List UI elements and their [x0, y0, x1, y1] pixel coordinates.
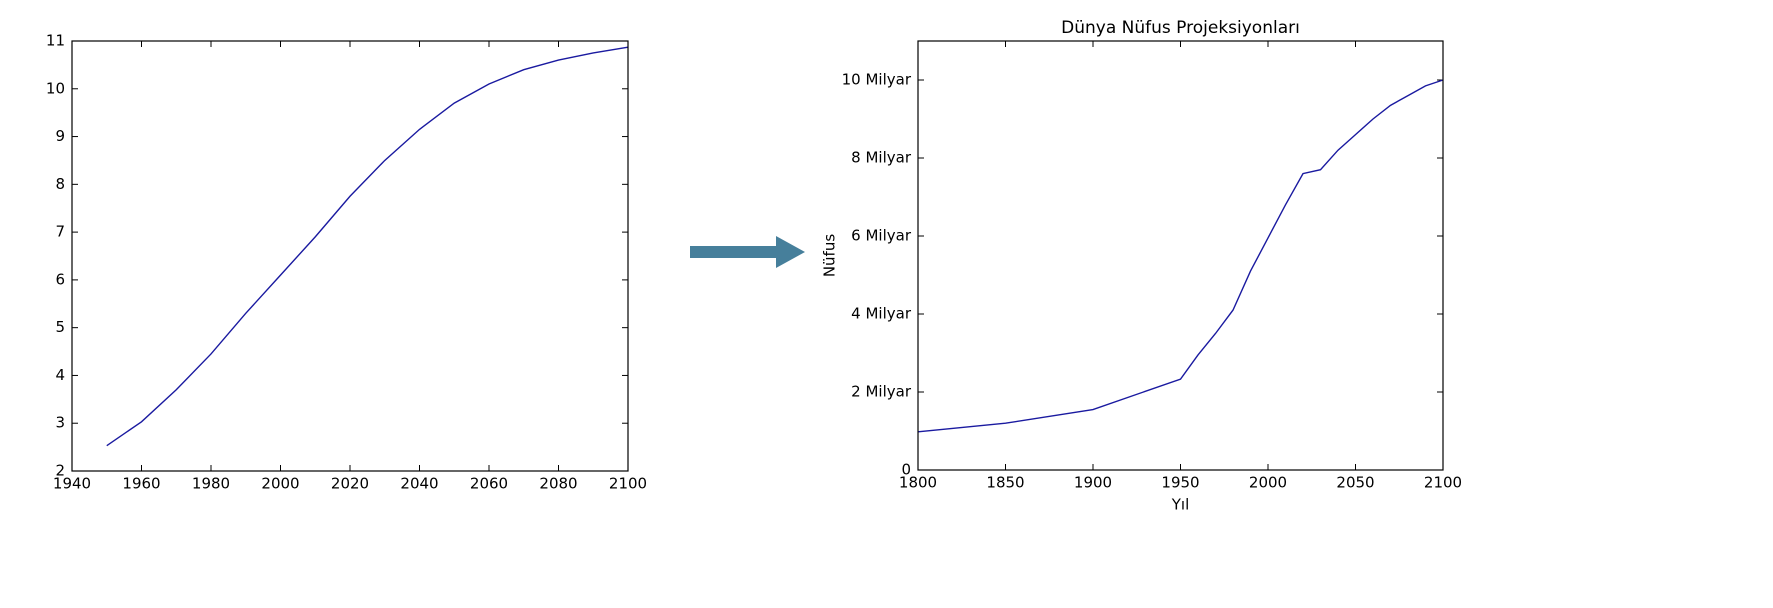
x-tick-label: 1980: [192, 475, 230, 493]
y-tick-label: 10: [46, 79, 65, 97]
arrow-shaft: [690, 246, 778, 258]
chart-title: Dünya Nüfus Projeksiyonları: [1061, 18, 1300, 38]
x-tick-label: 1900: [1074, 474, 1112, 492]
y-tick-label: 8: [55, 175, 65, 193]
data-line: [917, 79, 1444, 433]
x-tick-label: 1850: [986, 474, 1024, 492]
x-axis-label: Yıl: [1171, 496, 1190, 514]
x-tick-label: 1800: [899, 474, 937, 492]
x-tick-label: 2080: [539, 475, 577, 493]
y-tick-label: 5: [55, 318, 65, 336]
x-tick-label: 1940: [53, 475, 91, 493]
x-tick-label: 2040: [400, 475, 438, 493]
x-tick-label: 1950: [1161, 474, 1199, 492]
x-tick-label: 2100: [609, 475, 647, 493]
x-tick-label: 2000: [1249, 474, 1287, 492]
arrow: [690, 236, 805, 268]
x-tick-label: 2050: [1336, 474, 1374, 492]
y-tick-label: 11: [46, 32, 65, 50]
y-tick-label: 4: [55, 366, 65, 384]
y-tick-label: 7: [55, 223, 65, 241]
y-tick-label: 9: [55, 127, 65, 145]
y-tick-label: 3: [55, 414, 65, 432]
y-tick-label: 6 Milyar: [851, 227, 912, 245]
x-tick-label: 2100: [1424, 474, 1462, 492]
plot-frame: [917, 40, 1444, 471]
y-tick-label: 6: [55, 270, 65, 288]
y-tick-label: 8 Milyar: [851, 149, 912, 167]
data-line: [106, 46, 629, 447]
x-tick-label: 2020: [331, 475, 369, 493]
x-tick-label: 1960: [122, 475, 160, 493]
x-tick-label: 2060: [470, 475, 508, 493]
y-tick-label: 4 Milyar: [851, 305, 912, 323]
y-tick-label: 2: [55, 462, 65, 480]
x-tick-label: 2000: [261, 475, 299, 493]
plot-frame: [71, 40, 629, 472]
y-tick-label: 0: [901, 461, 911, 479]
y-axis-label: Nüfus: [821, 234, 839, 278]
y-tick-label: 10 Milyar: [842, 71, 912, 89]
arrow-head: [776, 236, 805, 268]
y-tick-label: 2 Milyar: [851, 383, 912, 401]
